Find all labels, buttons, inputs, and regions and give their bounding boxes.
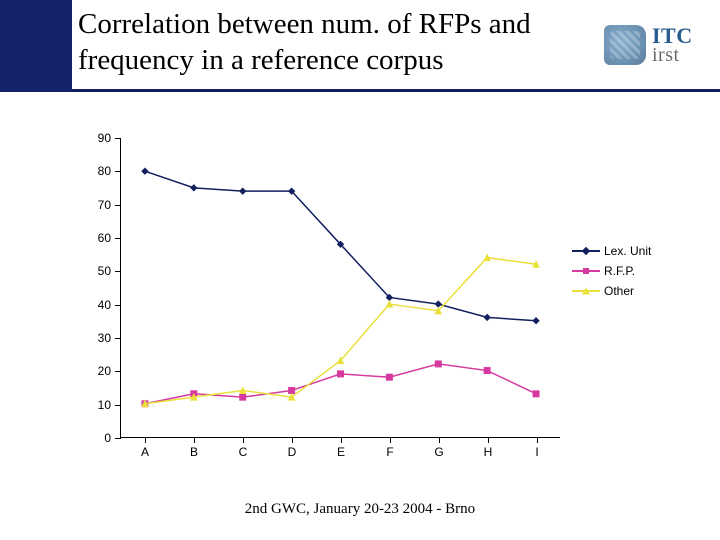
- x-tick-label: E: [337, 445, 345, 459]
- slide-title: Correlation between num. of RFPs and fre…: [78, 6, 598, 79]
- marker-diamond: [142, 168, 148, 174]
- y-tick: [115, 238, 121, 239]
- y-tick-label: 80: [98, 164, 111, 178]
- x-tick-label: B: [190, 445, 198, 459]
- x-tick: [341, 437, 342, 443]
- legend-item: Other: [572, 282, 651, 300]
- x-tick-label: G: [434, 445, 443, 459]
- y-tick: [115, 371, 121, 372]
- y-tick-label: 70: [98, 198, 111, 212]
- x-tick-label: A: [141, 445, 149, 459]
- x-tick: [390, 437, 391, 443]
- x-tick: [488, 437, 489, 443]
- legend-label: R.F.P.: [604, 264, 635, 278]
- y-tick: [115, 138, 121, 139]
- legend-swatch: [572, 244, 600, 258]
- y-tick-label: 0: [104, 431, 111, 445]
- marker-square: [533, 391, 539, 397]
- series-line: [145, 364, 536, 404]
- marker-square: [240, 394, 246, 400]
- y-tick-label: 40: [98, 298, 111, 312]
- x-tick: [439, 437, 440, 443]
- chart: 0102030405060708090ABCDEFGHI Lex. UnitR.…: [80, 130, 670, 470]
- legend-swatch: [572, 284, 600, 298]
- x-tick-label: D: [288, 445, 297, 459]
- y-tick: [115, 205, 121, 206]
- y-tick: [115, 405, 121, 406]
- x-tick-label: H: [484, 445, 493, 459]
- x-tick: [292, 437, 293, 443]
- logo-crest-icon: [604, 25, 646, 65]
- legend-label: Other: [604, 284, 634, 298]
- y-tick: [115, 271, 121, 272]
- marker-diamond: [484, 314, 490, 320]
- marker-diamond: [533, 318, 539, 324]
- marker-square: [435, 361, 441, 367]
- header: Correlation between num. of RFPs and fre…: [0, 0, 720, 92]
- y-tick: [115, 438, 121, 439]
- marker-diamond: [191, 185, 197, 191]
- y-tick-label: 60: [98, 231, 111, 245]
- footer-text: 2nd GWC, January 20-23 2004 - Brno: [0, 501, 720, 518]
- y-tick-label: 90: [98, 131, 111, 145]
- legend-item: Lex. Unit: [572, 242, 651, 260]
- marker-diamond: [240, 188, 246, 194]
- marker-diamond: [435, 301, 441, 307]
- marker-square: [386, 374, 392, 380]
- legend-label: Lex. Unit: [604, 244, 651, 258]
- y-tick: [115, 305, 121, 306]
- itc-logo: ITC irst: [604, 20, 704, 70]
- legend-item: R.F.P.: [572, 262, 651, 280]
- y-tick: [115, 171, 121, 172]
- legend-swatch: [572, 264, 600, 278]
- x-tick-label: I: [535, 445, 538, 459]
- logo-text: ITC irst: [652, 26, 693, 64]
- legend: Lex. Unit R.F.P. Other: [572, 240, 651, 302]
- y-tick-label: 20: [98, 364, 111, 378]
- series-line: [145, 258, 536, 404]
- logo-itc-label: ITC: [652, 26, 693, 46]
- plot-area: 0102030405060708090ABCDEFGHI: [120, 138, 560, 438]
- x-tick: [243, 437, 244, 443]
- y-tick: [115, 338, 121, 339]
- x-tick-label: C: [239, 445, 248, 459]
- x-tick: [145, 437, 146, 443]
- y-tick-label: 10: [98, 398, 111, 412]
- x-tick-label: F: [386, 445, 393, 459]
- logo-irst-label: irst: [652, 46, 693, 64]
- plot-svg: [121, 138, 560, 437]
- marker-square: [338, 371, 344, 377]
- x-tick: [537, 437, 538, 443]
- y-tick-label: 30: [98, 331, 111, 345]
- marker-square: [484, 368, 490, 374]
- y-tick-label: 50: [98, 264, 111, 278]
- corner-accent: [0, 0, 72, 92]
- x-tick: [194, 437, 195, 443]
- slide: Correlation between num. of RFPs and fre…: [0, 0, 720, 540]
- marker-square: [289, 387, 295, 393]
